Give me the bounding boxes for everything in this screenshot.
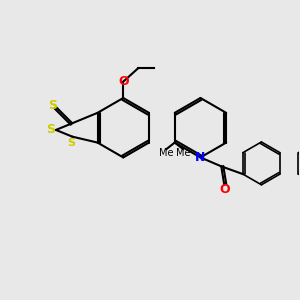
Text: Me: Me xyxy=(159,148,173,158)
Text: S: S xyxy=(67,138,75,148)
Text: Me: Me xyxy=(176,148,191,158)
Text: O: O xyxy=(118,75,129,88)
Text: S: S xyxy=(46,123,55,136)
Text: O: O xyxy=(219,183,230,196)
Text: N: N xyxy=(195,151,206,164)
Text: S: S xyxy=(48,99,57,112)
